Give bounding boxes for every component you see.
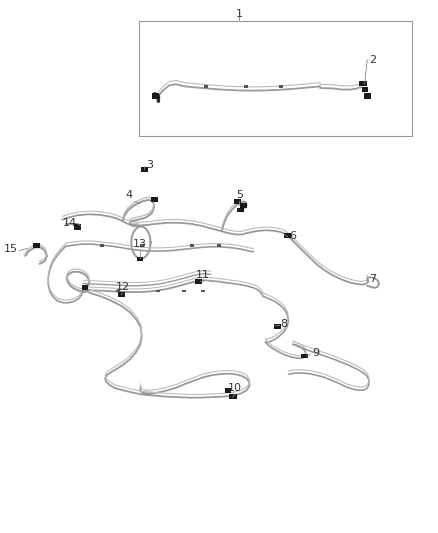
Bar xyxy=(279,85,283,88)
Bar xyxy=(359,81,367,86)
Bar xyxy=(82,285,88,290)
Bar xyxy=(233,199,240,204)
Bar xyxy=(151,197,158,202)
Bar xyxy=(244,85,248,88)
Bar xyxy=(141,167,148,172)
Text: 4: 4 xyxy=(126,190,133,200)
Text: 11: 11 xyxy=(196,270,210,280)
Bar xyxy=(364,93,371,99)
Bar xyxy=(182,289,186,293)
Text: 5: 5 xyxy=(236,190,243,200)
Text: 13: 13 xyxy=(133,239,147,249)
Text: 9: 9 xyxy=(312,349,319,358)
Bar xyxy=(116,289,120,293)
Bar xyxy=(118,292,125,297)
Bar xyxy=(74,224,81,230)
Text: 14: 14 xyxy=(63,218,77,228)
Bar xyxy=(217,244,221,247)
Bar xyxy=(32,243,39,248)
Text: 1: 1 xyxy=(236,9,243,19)
Bar xyxy=(205,85,208,88)
Bar xyxy=(140,244,144,247)
Bar xyxy=(301,354,307,358)
Bar xyxy=(99,244,103,247)
Bar xyxy=(362,87,368,92)
Text: 10: 10 xyxy=(228,383,242,393)
Bar xyxy=(152,93,159,99)
Bar xyxy=(225,388,231,392)
Bar xyxy=(229,393,237,400)
Bar xyxy=(138,256,143,261)
Text: 6: 6 xyxy=(290,231,297,241)
Bar xyxy=(195,279,202,284)
Text: 12: 12 xyxy=(116,282,130,292)
Bar xyxy=(156,289,160,293)
Text: 2: 2 xyxy=(369,55,377,64)
Bar xyxy=(191,244,194,247)
Bar xyxy=(237,207,244,212)
Text: 7: 7 xyxy=(369,274,377,284)
Bar xyxy=(240,203,247,208)
Bar xyxy=(274,324,281,329)
Bar xyxy=(284,233,291,238)
Text: 15: 15 xyxy=(4,245,18,254)
Bar xyxy=(139,21,412,136)
Text: 8: 8 xyxy=(281,319,288,329)
Bar xyxy=(201,289,205,293)
Text: 3: 3 xyxy=(146,160,153,170)
